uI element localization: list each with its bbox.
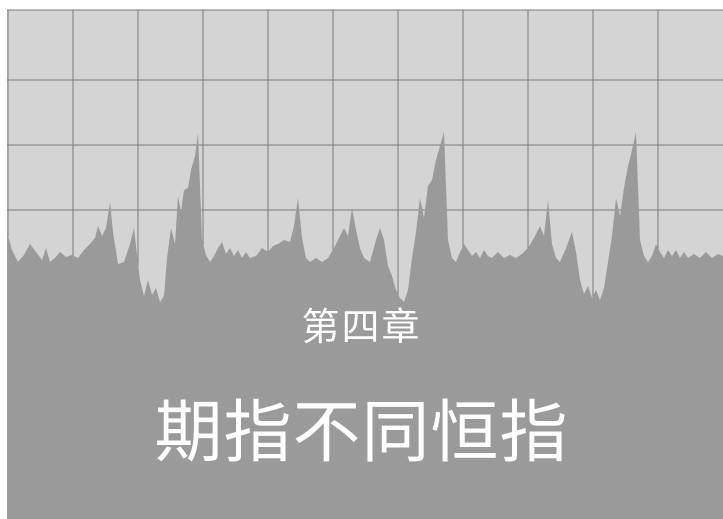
chapter-title: 期指不同恒指 (154, 394, 569, 473)
chart-area-silhouette (7, 132, 723, 519)
chapter-number-label: 第四章 (301, 305, 422, 349)
